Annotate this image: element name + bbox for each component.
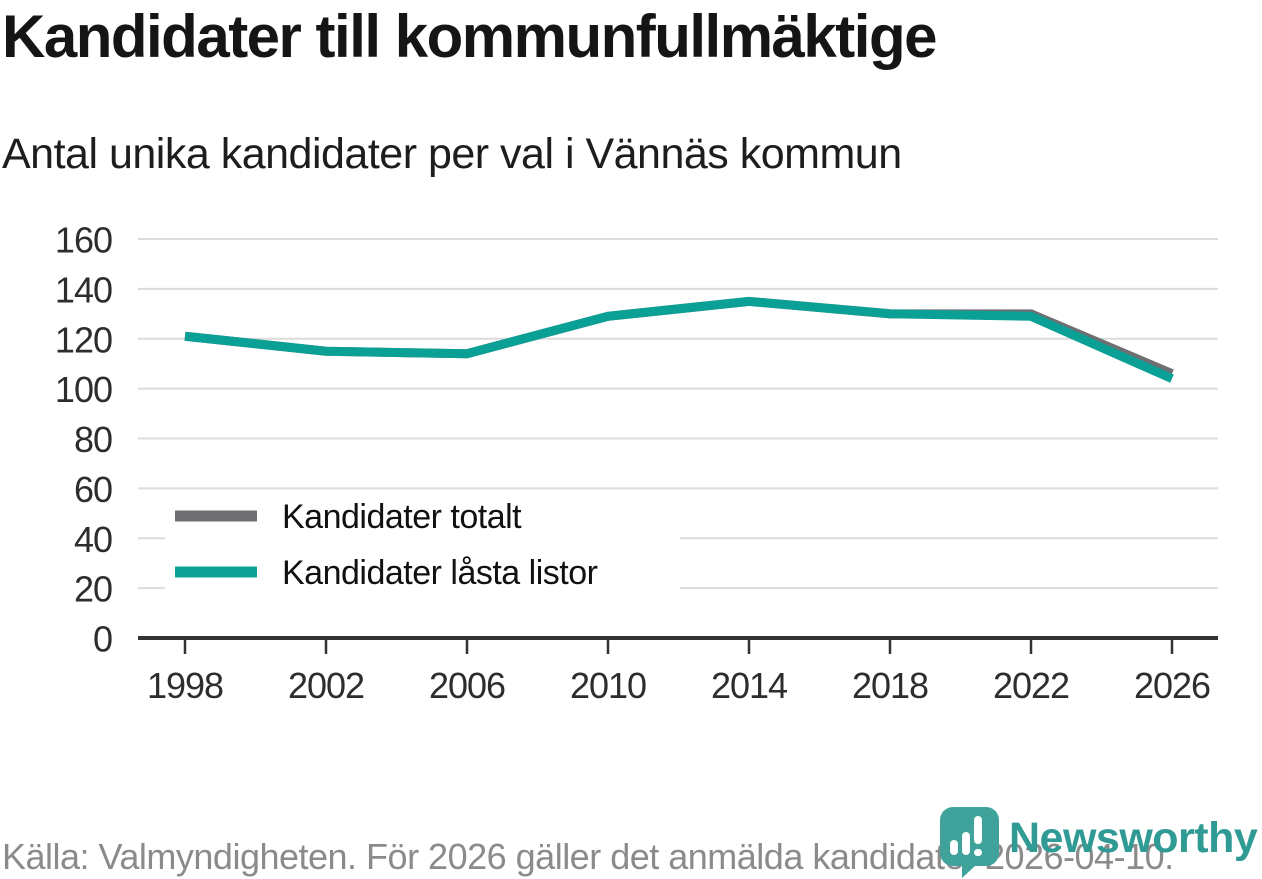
y-tick-label-120: 120	[55, 319, 112, 360]
x-tick-label-2022: 2022	[993, 665, 1069, 706]
x-tick-label-2014: 2014	[711, 665, 787, 706]
y-tick-label-20: 20	[74, 569, 112, 610]
logo-exclamation-dot	[974, 849, 982, 856]
y-tick-label-160: 160	[55, 220, 112, 261]
y-tick-label-140: 140	[55, 269, 112, 310]
x-tick-label-2018: 2018	[852, 665, 928, 706]
newsworthy-wordmark: Newsworthy	[1009, 813, 1258, 862]
legend-label-lasta-listor: Kandidater låsta listor	[282, 554, 598, 592]
legend-background	[165, 490, 680, 602]
y-tick-label-0: 0	[93, 619, 112, 660]
y-tick-label-80: 80	[74, 419, 112, 460]
y-tick-label-60: 60	[74, 469, 112, 510]
chart-subtitle: Antal unika kandidater per val i Vännäs …	[2, 130, 902, 178]
x-tick-label-2010: 2010	[570, 665, 646, 706]
series-line-lasta-listor	[184, 296, 1174, 383]
logo-bar-tall	[962, 832, 970, 855]
y-tick-label-100: 100	[55, 369, 112, 410]
newsworthy-logo: Newsworthy	[936, 806, 1258, 878]
x-tick-label-1998: 1998	[147, 665, 223, 706]
x-tick-label-2002: 2002	[288, 665, 364, 706]
newsworthy-logo-icon	[940, 807, 999, 878]
legend-label-totalt: Kandidater totalt	[282, 498, 522, 536]
logo-bar-short	[950, 840, 958, 855]
x-tick-label-2006: 2006	[429, 665, 505, 706]
chart-title: Kandidater till kommunfullmäktige	[2, 3, 937, 70]
y-tick-label-40: 40	[74, 519, 112, 560]
x-tick-label-2026: 2026	[1134, 665, 1210, 706]
logo-exclamation-bar	[974, 816, 982, 844]
